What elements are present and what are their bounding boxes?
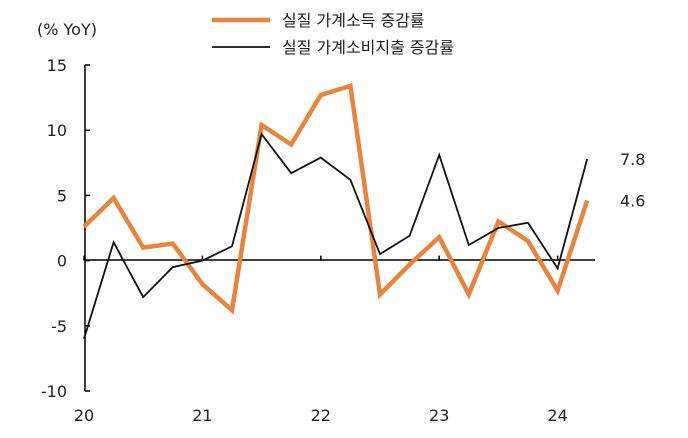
legend-label: 실질 가계소비지출 증감률 [282,38,454,57]
x-axis-ticks: 20 21 22 23 24 [74,255,568,425]
legend-label: 실질 가계소득 증감률 [282,11,425,30]
y-tick-label: 5 [57,186,67,205]
series-line-income [82,82,590,315]
x-tick-label: 23 [429,406,449,425]
y-axis-ticks: 15 10 5 0 -5 -10 [41,56,90,401]
end-value-label-spending: 7.8 [620,150,645,169]
x-tick-label: 20 [74,406,94,425]
series-layer [82,82,590,340]
y-tick-label: -10 [41,382,67,401]
y-tick-label: 0 [57,252,67,271]
end-labels: 4.6 7.8 [620,150,645,211]
y-tick-label: 10 [47,121,67,140]
end-value-label-income: 4.6 [620,192,645,211]
y-axis-unit-label: (% YoY) [37,20,97,39]
y-tick-label: -5 [51,317,67,336]
x-tick-label: 24 [547,406,567,425]
x-tick-label: 21 [192,406,212,425]
x-tick-label: 22 [311,406,331,425]
series-line-spending [83,132,589,340]
y-tick-label: 15 [47,56,67,75]
